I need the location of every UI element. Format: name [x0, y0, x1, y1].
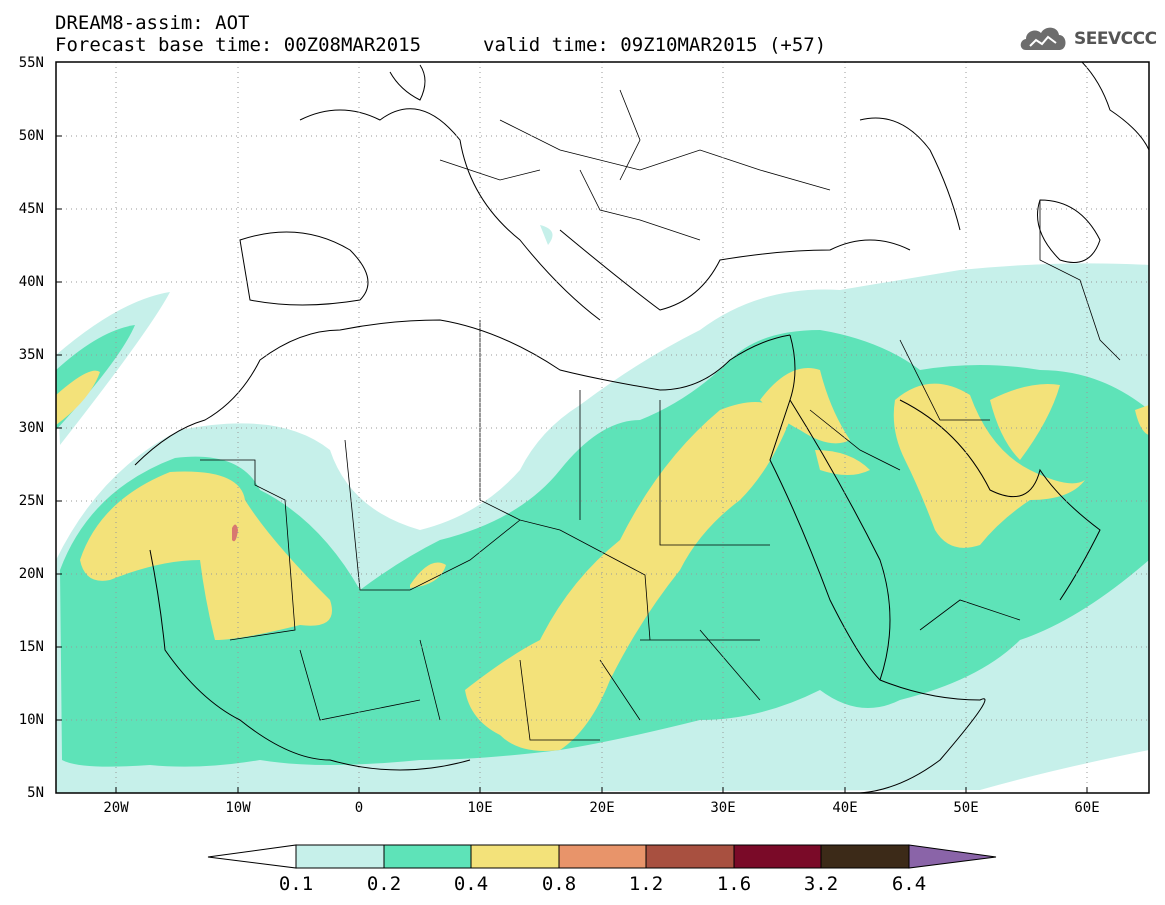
- axis-ticks: [56, 135, 1088, 793]
- colorbar-high-arrow: [908, 844, 997, 869]
- lon-label: 30E: [710, 800, 736, 816]
- lon-label: 50E: [953, 800, 979, 816]
- lon-label: 10E: [467, 800, 493, 816]
- lat-label: 45N: [18, 201, 44, 217]
- lon-label: 60E: [1074, 800, 1100, 816]
- lon-label: 40E: [832, 800, 858, 816]
- lat-label: 10N: [18, 712, 44, 728]
- lat-label: 5N: [27, 785, 44, 801]
- lon-label: 10W: [225, 800, 251, 816]
- colorbar-low-arrow: [207, 844, 297, 869]
- aot-band-0.8-1.2: [232, 524, 238, 542]
- forecast-base-time: Forecast base time: 00Z08MAR2015: [55, 34, 422, 56]
- lon-label: 20W: [103, 800, 129, 816]
- colorbar-label: 0.8: [541, 873, 577, 895]
- colorbar-box: [295, 844, 385, 869]
- colorbar-label: 6.4: [891, 873, 927, 895]
- aot-field: [56, 225, 1149, 793]
- cloud-icon: [1020, 27, 1066, 50]
- lat-label: 30N: [18, 420, 44, 436]
- colorbar-label: 1.6: [716, 873, 752, 895]
- graticule: [56, 62, 1149, 793]
- lat-label: 25N: [18, 493, 44, 509]
- lon-label: 20E: [589, 800, 615, 816]
- colorbar-label: 0.4: [453, 873, 489, 895]
- aot-band-0.4-0.8: [56, 368, 1149, 751]
- map-title: DREAM8-assim: AOT: [55, 12, 250, 34]
- logo-text: SEEVCCC: [1074, 29, 1157, 49]
- seevccc-logo: SEEVCCC: [1018, 22, 1157, 56]
- colorbar-box: [470, 844, 560, 869]
- colorbar-label: 0.1: [278, 873, 314, 895]
- colorbar-label: 3.2: [803, 873, 839, 895]
- valid-time: valid time: 09Z10MAR2015 (+57): [483, 34, 827, 56]
- lat-label: 20N: [18, 566, 44, 582]
- colorbar-label: 0.2: [366, 873, 402, 895]
- lon-label: 0: [354, 800, 364, 816]
- colorbar-label: 1.2: [628, 873, 664, 895]
- colorbar-box: [820, 844, 910, 869]
- coastlines: [134, 62, 1149, 793]
- colorbar-box: [383, 844, 472, 869]
- country-borders: [200, 89, 1121, 741]
- colorbar: [207, 844, 997, 869]
- colorbar-box: [558, 844, 647, 869]
- lat-label: 50N: [18, 128, 44, 144]
- colorbar-box: [733, 844, 822, 869]
- lat-label: 35N: [18, 347, 44, 363]
- lat-label: 15N: [18, 639, 44, 655]
- lat-label: 40N: [18, 274, 44, 290]
- colorbar-box: [645, 844, 735, 869]
- lat-label: 55N: [18, 55, 44, 71]
